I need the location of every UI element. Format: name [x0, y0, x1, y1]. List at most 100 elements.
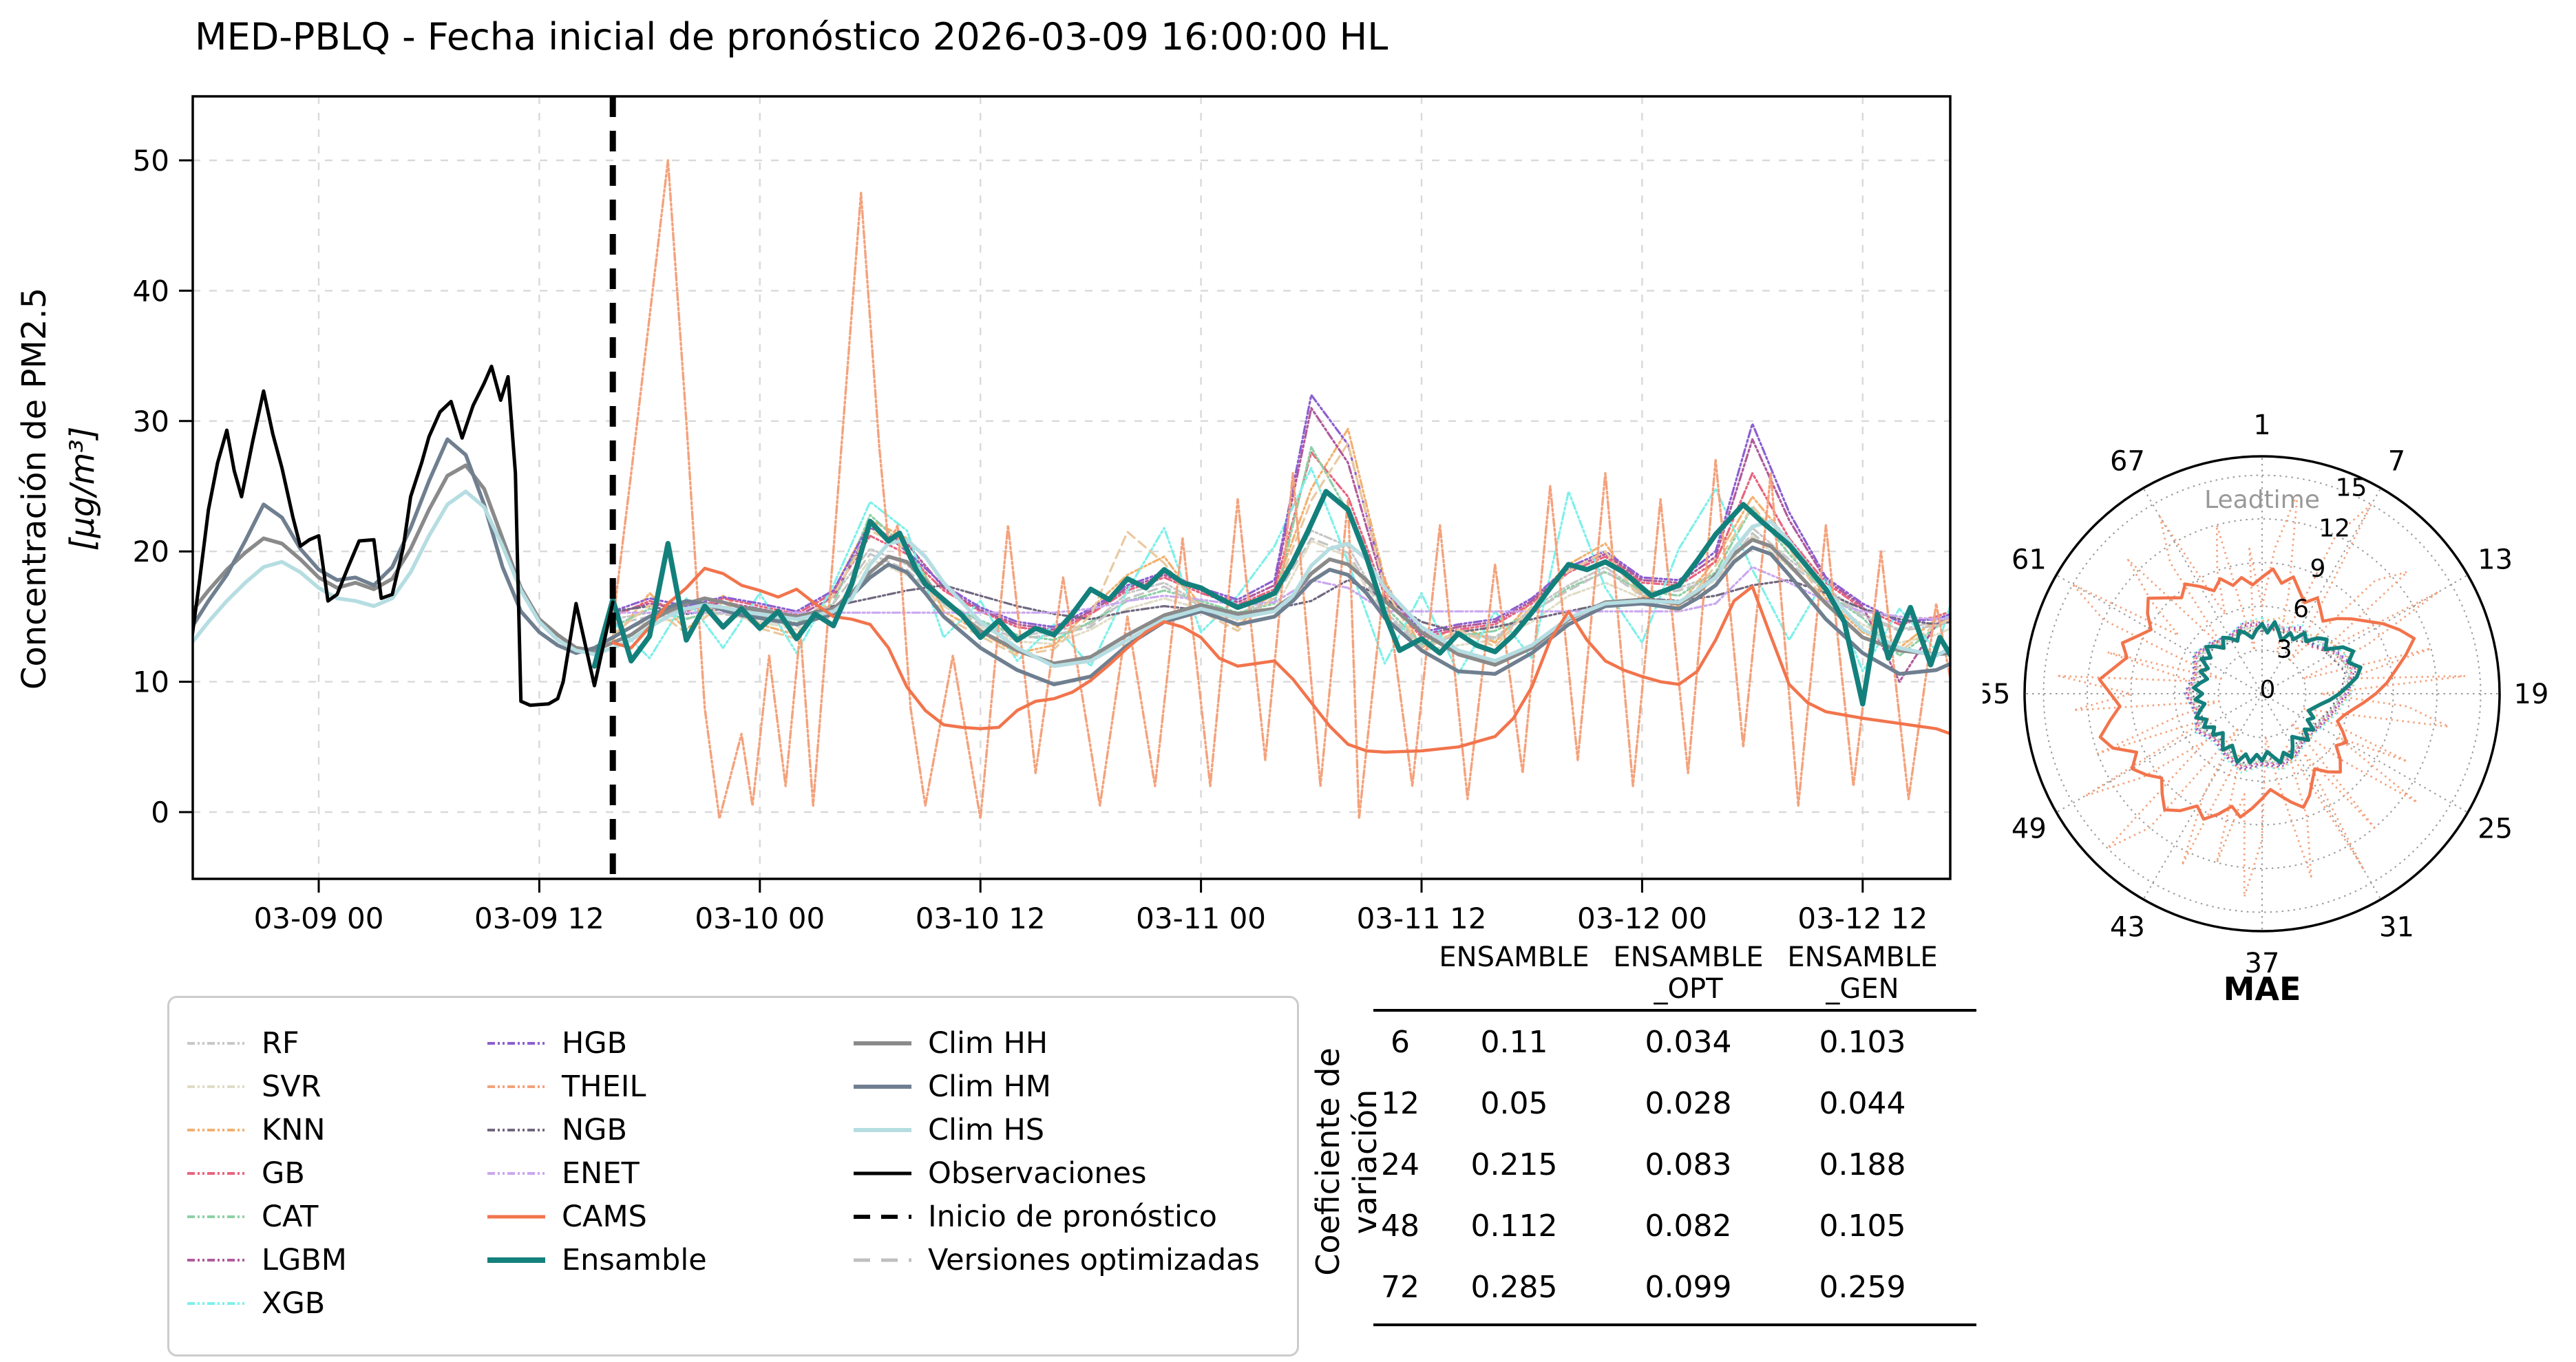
legend-column: Clim HH Clim HM Clim HS Observaciones Inicio… — [852, 1021, 1260, 1281]
legend-swatch-line — [854, 1258, 911, 1262]
legend-item-lgbm: LGBM — [186, 1238, 347, 1281]
legend-swatch-line — [187, 1215, 245, 1218]
legend-swatch-line — [187, 1041, 245, 1045]
y-tick-label: 30 — [133, 405, 169, 438]
legend-swatch-line — [187, 1085, 245, 1088]
radar-gridcircle — [2042, 474, 2482, 913]
radar-spoke — [2142, 693, 2263, 900]
series-clim-hs — [193, 489, 1950, 668]
radar-spoke — [2056, 693, 2263, 813]
legend-item-clim-hs: Clim HS — [852, 1108, 1260, 1151]
legend-swatch-line — [487, 1257, 545, 1263]
legend-swatch-line — [487, 1171, 545, 1175]
cv-value-cell: 0.028 — [1645, 1086, 1732, 1121]
x-tick-label: 03-12 00 — [1577, 902, 1707, 935]
cv-value-cell: 0.112 — [1470, 1209, 1558, 1244]
x-tick-label: 03-09 12 — [474, 902, 604, 935]
y-axis-unit: [μg/m³] — [63, 427, 102, 551]
legend-swatch-line — [854, 1214, 911, 1219]
radar-angle-label: 7 — [2388, 445, 2405, 477]
cv-value-cell: 0.215 — [1470, 1147, 1558, 1182]
radar-series-enet — [2186, 624, 2354, 768]
legend-swatch-line — [487, 1215, 545, 1218]
series-observaciones — [193, 364, 615, 707]
legend-item-knn: KNN — [186, 1108, 347, 1151]
radar-angle-label: 25 — [2478, 813, 2513, 845]
radar-angle-label: 37 — [2245, 948, 2280, 979]
radar-radial-label: 3 — [2277, 635, 2292, 663]
legend-swatch-line — [854, 1084, 911, 1089]
cv-leadtime-cell: 72 — [1381, 1270, 1419, 1305]
cv-table-header: ENSAMBLE ENSAMBLE _OPT ENSAMBLE _GEN — [1373, 941, 1976, 1012]
radar-spoke — [2261, 693, 2382, 900]
radar-series-cams — [2098, 567, 2416, 821]
radar-angle-label: 43 — [2110, 912, 2145, 944]
x-tick-label: 03-11 00 — [1136, 902, 1266, 935]
radar-gridcircle — [2174, 606, 2350, 782]
radar-radial-label: 0 — [2260, 676, 2276, 704]
radar-angle-label: 61 — [2012, 544, 2047, 576]
cv-table-row: 72 0.285 0.099 0.259 — [1373, 1257, 1976, 1318]
legend-item-cat: CAT — [186, 1195, 347, 1238]
radar-series-hgb — [2184, 621, 2358, 771]
legend-item-ngb: NGB — [486, 1108, 707, 1151]
x-tick-label: 03-12 12 — [1797, 902, 1928, 935]
legend-item-xgb: XGB — [186, 1281, 347, 1325]
legend-item-observaciones: Observaciones — [852, 1151, 1260, 1195]
timeseries-chart: 03-09 00 03-09 12 03-10 00 03-10 12 03-11 00… — [15, 95, 1952, 935]
radar-radial-label: 9 — [2310, 555, 2325, 583]
series-versi-n-optimizada-rf- — [611, 532, 1950, 648]
cv-table-row: 24 0.215 0.083 0.188 — [1373, 1134, 1976, 1195]
cv-leadtime-cell: 24 — [1381, 1147, 1419, 1182]
radar-series-xgb — [2182, 617, 2361, 774]
radar-angle-label: 49 — [2012, 813, 2047, 845]
series-ensamble — [591, 489, 1950, 707]
radar-series-lgbm — [2185, 623, 2356, 769]
legend-item-svr: SVR — [186, 1065, 347, 1108]
x-tick-label: 03-09 00 — [254, 902, 384, 935]
legend-item-theil: THEIL — [486, 1065, 707, 1108]
cv-value-cell: 0.083 — [1645, 1147, 1732, 1182]
radar-radial-label: 12 — [2319, 514, 2350, 542]
legend-item-label: HGB — [562, 1025, 628, 1061]
radar-spoke — [2142, 487, 2263, 694]
legend-item-label: THEIL — [562, 1069, 646, 1104]
cv-table-row: 48 0.112 0.082 0.105 — [1373, 1195, 1976, 1257]
radar-spoke — [2261, 693, 2469, 813]
radar-series-ensamble — [2192, 620, 2363, 765]
legend-item-label: Clim HM — [928, 1069, 1051, 1104]
y-tick-label: 0 — [151, 796, 169, 829]
cv-value-cell: 0.188 — [1819, 1147, 1906, 1182]
cv-value-cell: 0.11 — [1480, 1025, 1548, 1060]
legend-swatch-line — [187, 1171, 245, 1175]
legend-item-label: GB — [262, 1156, 305, 1191]
legend-item-label: LGBM — [262, 1242, 347, 1277]
x-tick-label: 03-11 12 — [1357, 902, 1487, 935]
chart-title: MED-PBLQ - Fecha inicial de pronóstico 2… — [195, 15, 1389, 58]
x-tick-label: 03-10 12 — [916, 902, 1046, 935]
legend-item-ensamble: Ensamble — [486, 1238, 707, 1281]
radar-series-svr — [2188, 626, 2351, 767]
series-versi-n-optimizada-knn- — [611, 442, 1950, 657]
plot-frame — [191, 95, 1952, 880]
legend-item-versiones-optimizadas: Versiones optimizadas — [852, 1238, 1260, 1281]
legend-item-label: Clim HS — [928, 1112, 1045, 1147]
radar-gridcircle — [2087, 518, 2438, 869]
series-cams — [611, 566, 1950, 754]
legend-item-inicio-de-pron-stico: Inicio de pronóstico — [852, 1195, 1260, 1238]
legend-item-label: CAMS — [562, 1199, 647, 1234]
legend-item-label: CAT — [262, 1199, 319, 1234]
legend-column: RF SVR KNN GB CAT LGBM XGB — [186, 1021, 347, 1325]
y-tick-label: 50 — [133, 144, 169, 178]
cv-value-cell: 0.034 — [1645, 1025, 1732, 1060]
cv-value-cell: 0.082 — [1645, 1209, 1732, 1244]
radar-outer-circle — [2023, 455, 2501, 933]
legend-swatch-line — [487, 1041, 545, 1045]
legend-swatch-line — [854, 1041, 911, 1045]
y-tick-label: 20 — [133, 535, 169, 568]
cv-table-row: 12 0.05 0.028 0.044 — [1373, 1073, 1976, 1134]
legend-swatch-line — [187, 1301, 245, 1305]
cv-col-header: ENSAMBLE _GEN — [1787, 941, 1938, 1005]
